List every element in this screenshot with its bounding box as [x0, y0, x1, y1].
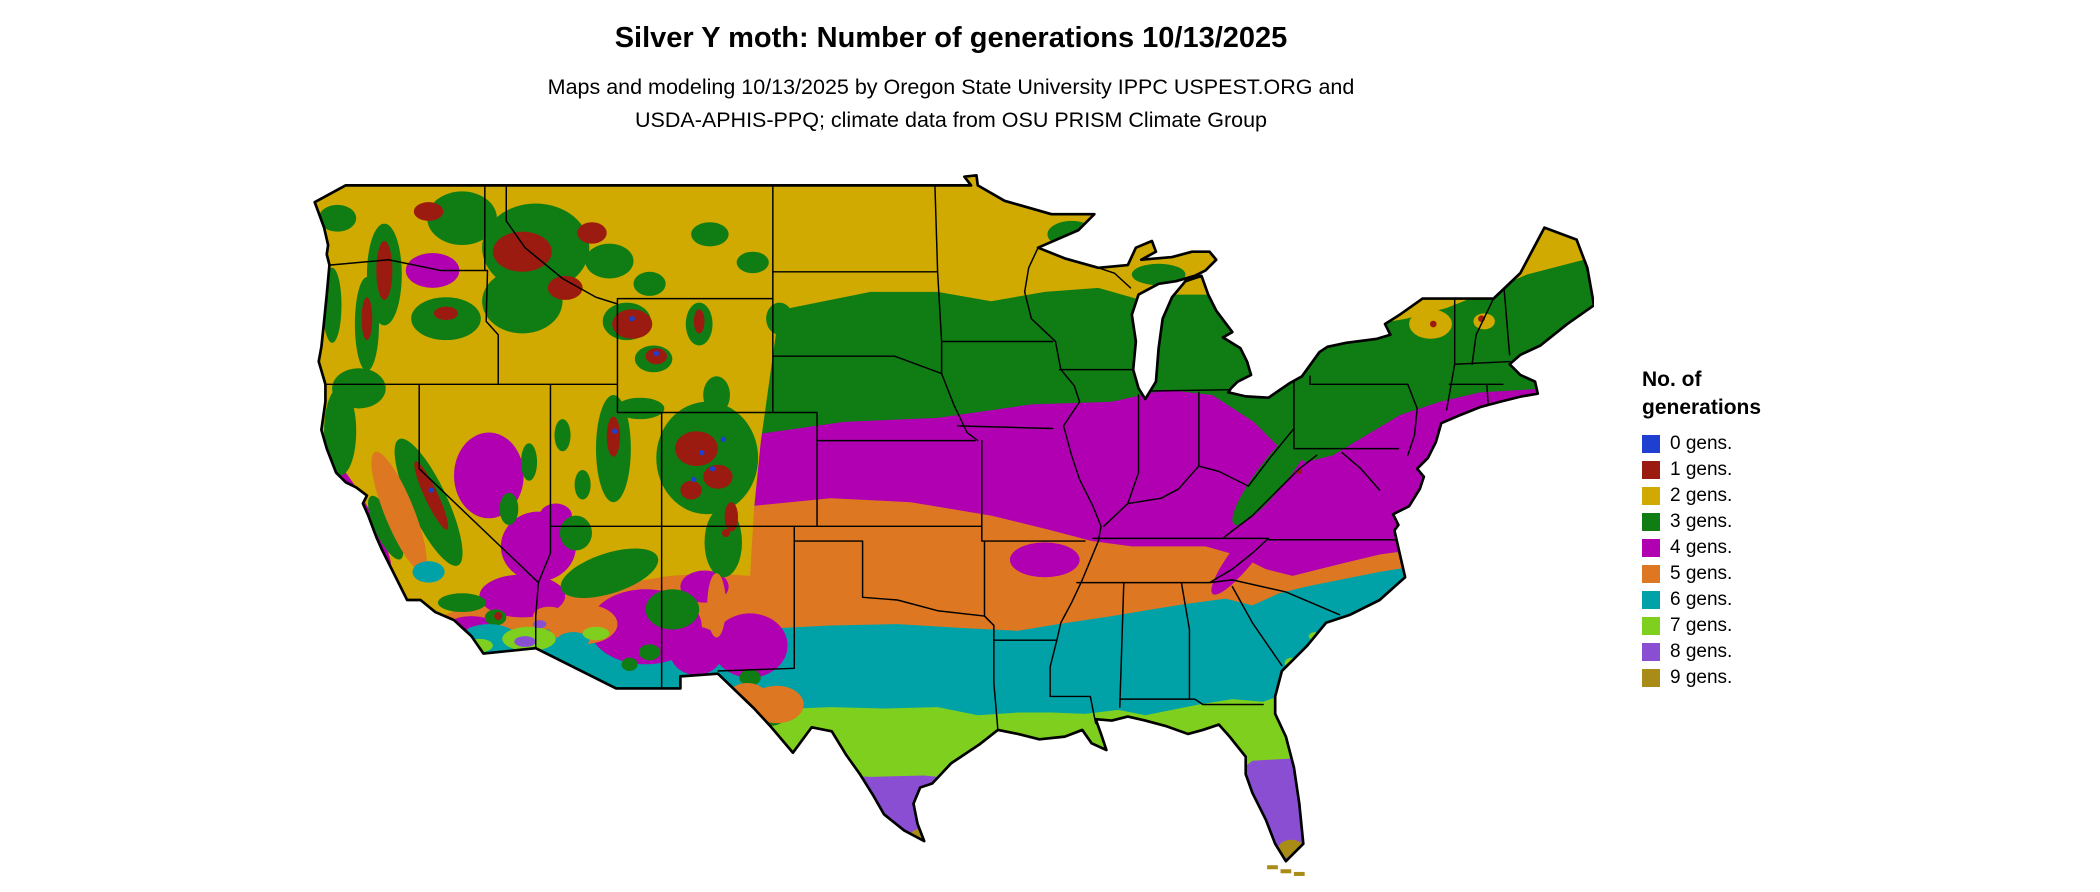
map-band-8gens [314, 758, 1594, 862]
legend-label: 3 gens. [1670, 511, 1733, 532]
legend-label: 8 gens. [1670, 641, 1733, 662]
legend-item: 6 gens. [1642, 587, 1761, 613]
legend-title: No. of generations [1642, 366, 1761, 422]
us-outline [313, 174, 1594, 863]
legend-swatch-6gens [1642, 591, 1660, 609]
legend-swatch-2gens [1642, 487, 1660, 505]
legend-item: 2 gens. [1642, 483, 1761, 509]
map-florida-keys-9gens [1267, 865, 1305, 876]
map-patches-0gens [428, 316, 726, 493]
legend-item: 7 gens. [1642, 613, 1761, 639]
legend-label: 1 gens. [1670, 459, 1733, 480]
legend-swatch-0gens [1642, 435, 1660, 453]
legend-label: 7 gens. [1670, 615, 1733, 636]
map-band-7gens [314, 683, 1594, 862]
page-title: Silver Y moth: Number of generations 10/… [614, 22, 1288, 54]
legend-label: 2 gens. [1670, 485, 1733, 506]
legend-title-line-1: No. of [1642, 368, 1702, 391]
legend-swatch-9gens [1642, 669, 1660, 687]
legend: No. of generations 0 gens. 1 gens. 2 gen… [1642, 366, 1761, 691]
us-map [313, 174, 1594, 876]
legend-swatch-7gens [1642, 617, 1660, 635]
subtitle-line-1: Maps and modeling 10/13/2025 by Oregon S… [547, 75, 1355, 99]
legend-item: 8 gens. [1642, 639, 1761, 665]
legend-item: 1 gens. [1642, 457, 1761, 483]
legend-title-line-2: generations [1642, 396, 1762, 419]
legend-swatch-1gens [1642, 461, 1660, 479]
header: Silver Y moth: Number of generations 10/… [308, 22, 1594, 137]
legend-item: 0 gens. [1642, 431, 1761, 457]
legend-label: 0 gens. [1670, 433, 1733, 454]
subtitle-line-2: USDA-APHIS-PPQ; climate data from OSU PR… [634, 108, 1268, 132]
legend-item: 9 gens. [1642, 665, 1761, 691]
legend-swatch-3gens [1642, 513, 1660, 531]
legend-item: 3 gens. [1642, 509, 1761, 535]
legend-label: 4 gens. [1670, 537, 1733, 558]
legend-label: 9 gens. [1670, 667, 1733, 688]
legend-label: 6 gens. [1670, 589, 1733, 610]
legend-item: 4 gens. [1642, 535, 1761, 561]
state-borders [324, 184, 1511, 731]
legend-swatch-8gens [1642, 643, 1660, 661]
subtitle: Maps and modeling 10/13/2025 by Oregon S… [308, 71, 1594, 137]
legend-swatch-5gens [1642, 565, 1660, 583]
map-patches-9gens [910, 829, 1305, 859]
legend-label: 5 gens. [1670, 563, 1733, 584]
legend-item: 5 gens. [1642, 561, 1761, 587]
map-patches-6gens [412, 561, 590, 649]
legend-items: 0 gens. 1 gens. 2 gens. 3 gens. 4 gens. … [1642, 431, 1761, 691]
legend-swatch-4gens [1642, 539, 1660, 557]
